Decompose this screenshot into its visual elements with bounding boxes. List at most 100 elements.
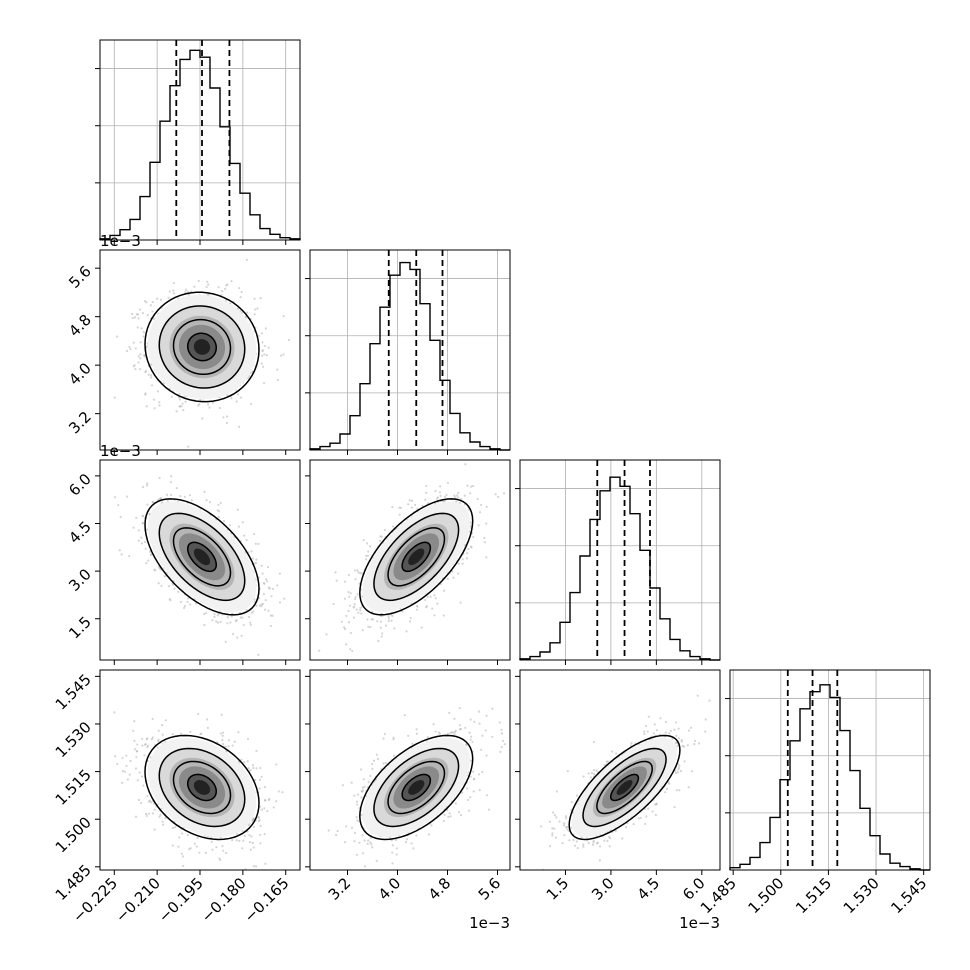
- scatter-point: [449, 731, 452, 735]
- scatter-point: [116, 762, 119, 766]
- scatter-point: [116, 335, 119, 338]
- scatter-point: [563, 824, 566, 827]
- scatter-point: [447, 815, 450, 819]
- scatter-point: [677, 727, 680, 730]
- scatter-point: [367, 625, 370, 628]
- scatter-point: [433, 614, 436, 617]
- scatter-point: [250, 550, 253, 553]
- y-tick-label: 1.530: [52, 718, 95, 761]
- scatter-point: [466, 552, 469, 555]
- scatter-point: [196, 836, 199, 840]
- scatter-point: [222, 520, 226, 523]
- scatter-point: [347, 621, 351, 624]
- scatter-point: [502, 492, 506, 495]
- scatter-point: [187, 597, 190, 600]
- scatter-point: [150, 801, 153, 804]
- scatter-point: [224, 287, 227, 291]
- scatter-point: [465, 743, 468, 747]
- scatter-point: [178, 405, 182, 408]
- scatter-point: [180, 732, 183, 735]
- scatter-point: [356, 819, 359, 822]
- scatter-point: [483, 536, 486, 540]
- scatter-point: [277, 790, 280, 793]
- scatter-point: [608, 845, 611, 848]
- scatter-point: [480, 748, 483, 751]
- contour-line: [144, 734, 260, 841]
- scatter-point: [198, 851, 201, 854]
- scatter-point: [355, 816, 358, 819]
- scatter-point: [141, 521, 144, 525]
- scatter-point: [593, 773, 596, 776]
- scatter-point: [438, 731, 441, 734]
- scatter-point: [230, 615, 233, 618]
- scatter-point: [159, 813, 162, 816]
- scatter-point: [125, 754, 128, 757]
- scatter-point: [164, 816, 167, 820]
- scatter-point: [680, 739, 683, 742]
- contour-line: [387, 760, 446, 815]
- scatter-point: [169, 493, 173, 496]
- scatter-point: [149, 304, 152, 307]
- scatter-point: [264, 599, 267, 602]
- scatter-point: [483, 541, 487, 544]
- scatter-point: [426, 595, 429, 599]
- scatter-point: [240, 290, 243, 294]
- scatter-point: [459, 727, 462, 731]
- scatter-point: [235, 839, 238, 842]
- scatter-point: [481, 734, 484, 737]
- scatter-point: [129, 347, 132, 351]
- scatter-point: [358, 841, 361, 844]
- scatter-point: [236, 508, 240, 511]
- scatter-point: [229, 621, 232, 624]
- x-tick-label: 1.545: [887, 874, 930, 917]
- scatter-point: [249, 402, 253, 406]
- scatter-point: [391, 862, 394, 865]
- scatter-point: [241, 829, 244, 833]
- scatter-point: [353, 598, 357, 601]
- scatter-point: [138, 308, 142, 311]
- scatter-point: [183, 604, 187, 608]
- scatter-point: [251, 841, 254, 845]
- scatter-point: [253, 313, 256, 316]
- scatter-point: [350, 781, 353, 784]
- scatter-point: [425, 484, 428, 488]
- scatter-point: [251, 818, 255, 822]
- scatter-point: [696, 694, 699, 697]
- panel-density: [113, 711, 284, 870]
- scatter-point: [552, 811, 555, 814]
- scatter-point: [362, 778, 365, 781]
- scatter-point: [349, 648, 352, 651]
- contour-line: [158, 512, 246, 602]
- scatter-point: [171, 733, 175, 736]
- scatter-point: [336, 829, 339, 833]
- scatter-point: [271, 614, 274, 617]
- scatter-point: [170, 395, 173, 398]
- contour-line: [172, 527, 232, 587]
- panel-density: [113, 258, 291, 448]
- scatter-point: [592, 740, 595, 744]
- panel-2-0: [95, 459, 301, 665]
- scatter-point: [158, 815, 161, 818]
- scatter-point: [161, 820, 164, 823]
- scatter-point: [217, 503, 220, 507]
- scatter-point: [401, 610, 404, 613]
- scatter-point: [554, 836, 558, 839]
- scatter-point: [247, 767, 250, 770]
- scatter-point: [263, 344, 266, 348]
- scatter-point: [245, 608, 248, 611]
- scatter-point: [148, 799, 151, 802]
- scatter-point: [142, 331, 145, 334]
- scatter-point: [355, 800, 358, 803]
- scatter-point: [249, 769, 252, 772]
- scatter-point: [345, 643, 348, 646]
- scatter-point: [500, 745, 503, 749]
- scatter-point: [135, 750, 139, 753]
- scatter-point: [357, 571, 360, 574]
- scatter-point: [469, 796, 472, 799]
- scatter-point: [575, 840, 578, 843]
- scatter-point: [469, 759, 473, 762]
- scatter-point: [340, 620, 344, 623]
- scatter-point: [159, 497, 162, 500]
- scatter-point: [387, 619, 390, 622]
- scatter-point: [177, 845, 180, 848]
